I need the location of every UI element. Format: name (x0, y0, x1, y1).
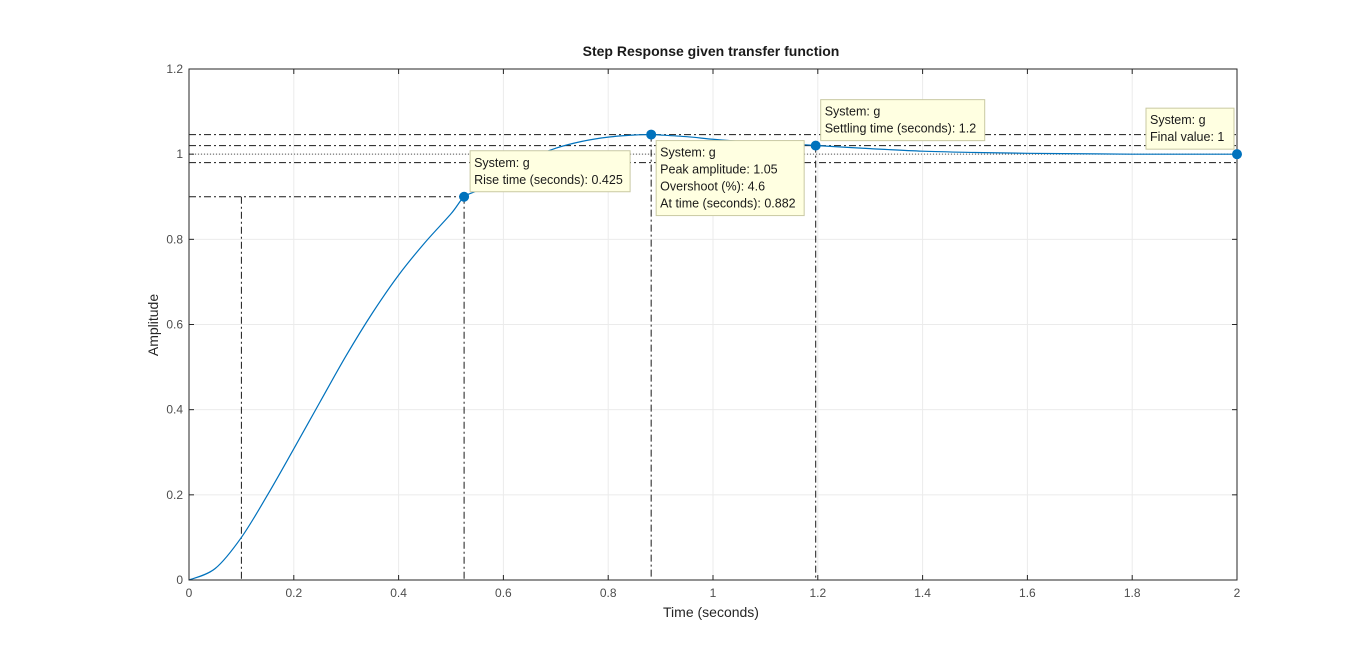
chart-title: Step Response given transfer function (583, 43, 840, 59)
y-tick-label: 1.2 (166, 62, 183, 76)
y-tick-label: 0.6 (166, 318, 183, 332)
datatip-text: Settling time (seconds): 1.2 (825, 122, 977, 136)
axes-box (188, 68, 1238, 581)
datatip-marker-final (1232, 149, 1242, 160)
markers-layer (459, 129, 1242, 202)
y-tick-label: 0.4 (166, 403, 183, 417)
x-tick-label: 1.8 (1124, 586, 1141, 600)
y-tick-label: 0 (176, 573, 183, 587)
datatip-text: Overshoot (%): 4.6 (660, 180, 765, 194)
x-tick-label: 0 (186, 586, 193, 600)
x-axis-label: Time (seconds) (663, 604, 759, 620)
series-line-g (188, 133, 1237, 581)
x-tick-label: 0.4 (390, 586, 407, 600)
x-tick-label: 0.8 (600, 586, 617, 600)
datatip-marker-rise (459, 191, 470, 202)
datatip-box (469, 150, 631, 193)
datatip-text: System: g (825, 105, 881, 119)
datatip-rise: System: g Rise time (seconds): 0.425 (469, 150, 631, 193)
x-tick-label: 1.6 (1019, 586, 1036, 600)
datatip-text: System: g (1150, 113, 1206, 127)
tick-labels-layer: 0 0.2 0.4 0.6 0.8 1 1.2 1.4 1.6 1.8 2 0 0.2 0.4 0.6 0.8… (166, 62, 1240, 600)
x-tick-label: 1 (710, 586, 717, 600)
x-tick-label: 1.4 (914, 586, 931, 600)
y-tick-label: 0.8 (166, 232, 183, 246)
x-tick-label: 1.2 (809, 586, 826, 600)
datatip-marker-settling (810, 140, 821, 151)
datatip-peak: System: g Peak amplitude: 1.05 Overshoot (… (655, 140, 805, 217)
y-tick-label: 0.2 (166, 488, 183, 502)
datatip-text: Final value: 1 (1150, 130, 1224, 144)
y-tick-label: 1 (176, 147, 183, 161)
datatip-text: Rise time (seconds): 0.425 (474, 173, 623, 187)
datatip-box (655, 140, 805, 217)
axes-layer (188, 68, 1238, 581)
datatip-final: System: g Final value: 1 (1145, 107, 1235, 150)
series-layer (188, 133, 1237, 581)
datatip-box (1145, 107, 1235, 150)
y-axis-label: Amplitude (145, 294, 161, 356)
guide-lines-layer (189, 134, 1237, 580)
datatip-text: At time (seconds): 0.882 (660, 197, 796, 211)
datatip-text: System: g (474, 156, 530, 170)
datatip-text: Peak amplitude: 1.05 (660, 163, 777, 177)
x-tick-label: 0.6 (495, 586, 512, 600)
datatip-text: System: g (660, 146, 716, 160)
datatip-marker-peak (646, 129, 657, 140)
datatip-settling: System: g Settling time (seconds): 1.2 (820, 99, 986, 142)
datatip-box (820, 99, 986, 142)
x-tick-label: 0.2 (285, 586, 302, 600)
x-tick-label: 2 (1234, 586, 1241, 600)
